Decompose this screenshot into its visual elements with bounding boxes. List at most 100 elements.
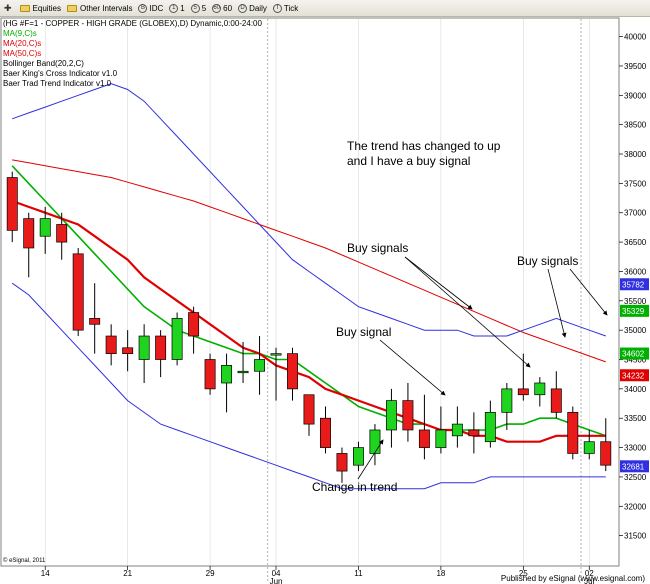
y-tick-label: 37500 xyxy=(624,179,647,188)
candle xyxy=(303,394,315,436)
x-tick-label: 14 xyxy=(41,569,50,578)
candle-body-up xyxy=(221,365,233,384)
candle xyxy=(221,353,233,413)
candle xyxy=(254,336,266,395)
price-badge-label: 35782 xyxy=(622,280,645,289)
series-line-1 xyxy=(11,199,606,443)
candle-body-up xyxy=(369,429,381,454)
annotation-text: and I have a buy signal xyxy=(347,154,470,168)
toolbar-item-label: IDC xyxy=(149,3,164,13)
x-tick-label: 11 xyxy=(354,569,363,578)
y-tick-label: 37000 xyxy=(624,209,647,218)
toolbar-item-3[interactable]: B IDC xyxy=(138,3,164,13)
toolbar-item-label: Other Intervals xyxy=(80,3,133,13)
price-badge-bg xyxy=(620,278,649,291)
annotation-text: The trend has changed to up xyxy=(347,139,501,153)
annotation-3: Buy signal xyxy=(336,325,446,396)
month-label: Jun xyxy=(270,577,283,584)
candle xyxy=(550,371,562,419)
candle-body-down xyxy=(468,429,480,437)
y-tick-label: 35000 xyxy=(624,326,647,335)
x-tick-label: 18 xyxy=(436,569,445,578)
toolbar-item-2[interactable]: Other Intervals xyxy=(67,4,132,13)
circle-5-icon: 5 xyxy=(190,3,200,13)
toolbar-item-7[interactable]: D Daily xyxy=(238,3,267,13)
annotation-arrow xyxy=(547,268,567,338)
candle-body-up xyxy=(501,388,513,413)
annotation-arrow xyxy=(404,256,473,310)
candle-body-down xyxy=(204,359,216,390)
study-label-5: Baer Trad Trend Indicator v1.0 xyxy=(3,79,112,88)
y-tick-label: 35500 xyxy=(624,297,647,306)
candle-body-down xyxy=(105,335,117,354)
toolbar-item-label: Equities xyxy=(32,3,62,13)
candle xyxy=(6,171,18,243)
study-label-1: MA(20,C)s xyxy=(3,39,41,48)
toolbar-item-label: 60 xyxy=(223,3,233,13)
circle-d-icon: D xyxy=(238,3,248,13)
price-badge: 34602 xyxy=(620,347,649,360)
annotation-2: Buy signals xyxy=(517,254,608,338)
annotation-text: Buy signals xyxy=(347,241,408,255)
annotation-text: Buy signals xyxy=(517,254,578,268)
candle xyxy=(204,353,216,395)
chart-title: (HG #F=1 - COPPER - HIGH GRADE (GLOBEX),… xyxy=(3,19,263,28)
candle xyxy=(89,283,101,354)
toolbar-item-label: Daily xyxy=(249,3,267,13)
candle-body-up xyxy=(484,412,496,443)
y-tick-label: 36000 xyxy=(624,267,647,276)
candle-body-down xyxy=(336,453,348,472)
price-badge-label: 32681 xyxy=(622,462,645,471)
plus-icon: ✚ xyxy=(4,2,12,13)
candle xyxy=(385,388,397,448)
candle-body-up xyxy=(270,353,282,356)
folder-icon xyxy=(19,4,30,12)
candle xyxy=(270,347,282,401)
circle-1-icon: 1 xyxy=(169,3,179,13)
annotation-text: Change in trend xyxy=(312,480,397,494)
annotation-arrow xyxy=(569,268,608,316)
candle-body-down xyxy=(6,177,18,231)
month-label: Jul xyxy=(584,577,594,584)
price-badge: 35782 xyxy=(620,278,649,291)
x-tick-label: 21 xyxy=(123,569,132,578)
candle xyxy=(352,441,364,472)
x-axis: 1421290411182502091623JunJul xyxy=(41,566,595,584)
y-tick-label: 40000 xyxy=(624,33,647,42)
candle-body-down xyxy=(89,318,101,325)
candle xyxy=(122,330,134,372)
candle-body-up xyxy=(171,318,183,360)
toolbar-item-8[interactable]: T Tick xyxy=(272,3,298,13)
toolbar-item-1[interactable]: Equities xyxy=(19,3,62,13)
price-badge: 32681 xyxy=(620,460,649,473)
price-badge-label: 34232 xyxy=(622,371,645,380)
circle-b-icon: B xyxy=(138,3,148,13)
annotation-text: Buy signal xyxy=(336,325,391,339)
folder-icon xyxy=(67,4,78,12)
candle xyxy=(435,406,447,454)
candle-body-down xyxy=(600,441,612,466)
y-tick-label: 33500 xyxy=(624,414,647,423)
series-line-4 xyxy=(11,282,606,490)
candle xyxy=(336,447,348,483)
candle-body-down xyxy=(418,429,430,448)
candle-body-up xyxy=(385,400,397,431)
toolbar-item-label: 5 xyxy=(201,3,207,13)
candle-body-down xyxy=(23,218,35,249)
toolbar-item-0[interactable]: ✚ xyxy=(4,3,14,14)
price-badge-label: 35329 xyxy=(622,307,645,316)
candle-body-down xyxy=(550,388,562,413)
candle xyxy=(451,406,463,448)
series-line-2 xyxy=(12,159,606,363)
y-tick-label: 31500 xyxy=(624,532,647,541)
candle xyxy=(23,212,35,278)
candle-body-down xyxy=(567,412,579,454)
gridlines xyxy=(44,19,590,583)
candle xyxy=(501,383,513,430)
study-label-3: Bollinger Band(20,2,C) xyxy=(3,59,84,68)
toolbar-item-6[interactable]: 60 60 xyxy=(212,3,233,13)
